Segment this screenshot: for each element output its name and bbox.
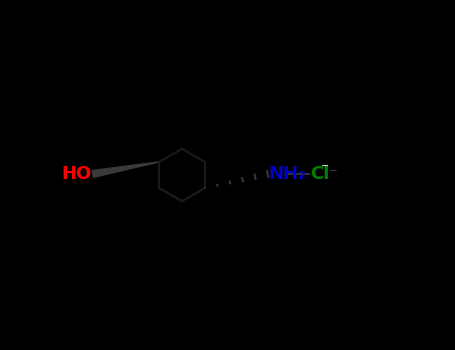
Text: ⁻: ⁻ xyxy=(329,165,338,183)
Text: HO: HO xyxy=(61,165,92,183)
Text: Cl: Cl xyxy=(310,165,329,183)
Polygon shape xyxy=(92,162,159,177)
Text: ⁻: ⁻ xyxy=(321,162,329,177)
Text: NH₂: NH₂ xyxy=(268,165,306,183)
